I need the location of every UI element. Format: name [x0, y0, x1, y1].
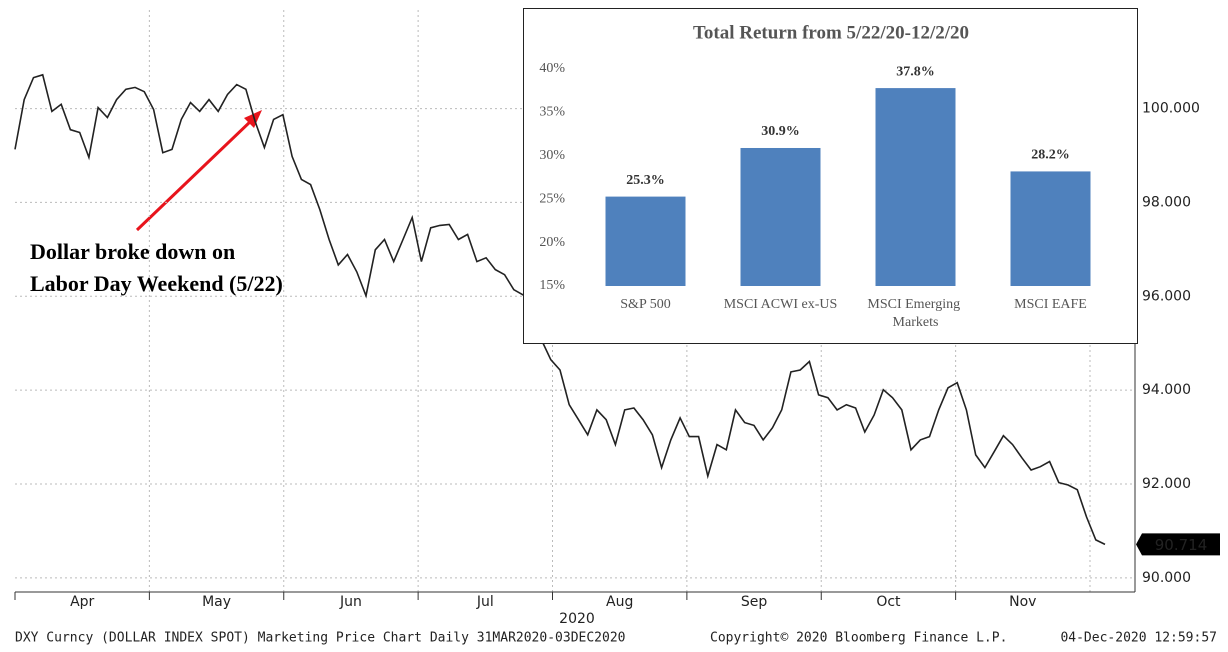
- price-line: [14, 73, 1106, 546]
- annotation: Labor Day Weekend (5/22): [30, 271, 283, 296]
- y-tick-label: 40%: [539, 61, 565, 76]
- arrow: [135, 118, 254, 232]
- footer-text: 04-Dec-2020 12:59:57: [1060, 631, 1217, 646]
- footer-text: Copyright© 2020 Bloomberg Finance L.P.: [710, 631, 1007, 646]
- bar: [875, 88, 956, 286]
- x-tick-label: MSCI Emerging Markets: [867, 297, 963, 330]
- x-year-label: 2020: [559, 611, 595, 627]
- y-tick-label: 92.000: [1142, 476, 1191, 492]
- value-label: 37.8%: [896, 64, 935, 79]
- x-tick-label: Apr: [70, 594, 94, 610]
- value-label: 30.9%: [761, 124, 800, 139]
- arrow-head: [244, 110, 262, 128]
- y-tick-label: 20%: [539, 235, 565, 250]
- x-tick-label: Jul: [476, 594, 494, 610]
- y-tick-label: 96.000: [1142, 288, 1191, 304]
- last-value-box: [1136, 533, 1220, 556]
- y-tick-label: 100.000: [1142, 101, 1200, 117]
- y-tick-label: 35%: [539, 105, 565, 120]
- last-value-label: 90.714: [1155, 536, 1208, 554]
- inset-title: Total Return from 5/22/20-12/2/20: [693, 22, 969, 43]
- bar: [740, 147, 821, 286]
- x-tick-line: Markets: [893, 315, 939, 330]
- x-tick-label: S&P 500: [620, 297, 670, 312]
- x-tick-label: Jun: [339, 594, 362, 610]
- value-label: 28.2%: [1031, 148, 1070, 163]
- bar: [1010, 171, 1091, 286]
- y-tick-label: 30%: [539, 148, 565, 163]
- x-tick-label: MSCI ACWI ex-US: [724, 297, 838, 312]
- x-tick-label: Oct: [876, 594, 901, 610]
- x-tick-label: Aug: [606, 594, 633, 610]
- footer-text: DXY Curncy (DOLLAR INDEX SPOT) Marketing…: [15, 631, 625, 646]
- x-tick-line: MSCI Emerging: [867, 297, 963, 312]
- x-tick-label: Sep: [741, 594, 768, 610]
- y-tick-label: 15%: [539, 278, 565, 293]
- inset-chart: Total Return from 5/22/20-12/2/20 15% 20% 2…: [523, 8, 1138, 344]
- bar: [605, 196, 686, 286]
- value-label: 25.3%: [626, 173, 665, 188]
- x-tick-label: MSCI EAFE: [1014, 297, 1087, 312]
- y-tick-label: 25%: [539, 191, 565, 206]
- y-tick-label: 94.000: [1142, 382, 1191, 398]
- y-tick-label: 90.000: [1142, 570, 1191, 586]
- annotation: Dollar broke down on: [30, 239, 235, 264]
- x-tick-label: Nov: [1009, 594, 1036, 610]
- y-tick-label: 98.000: [1142, 194, 1191, 210]
- x-tick-label: May: [202, 594, 231, 610]
